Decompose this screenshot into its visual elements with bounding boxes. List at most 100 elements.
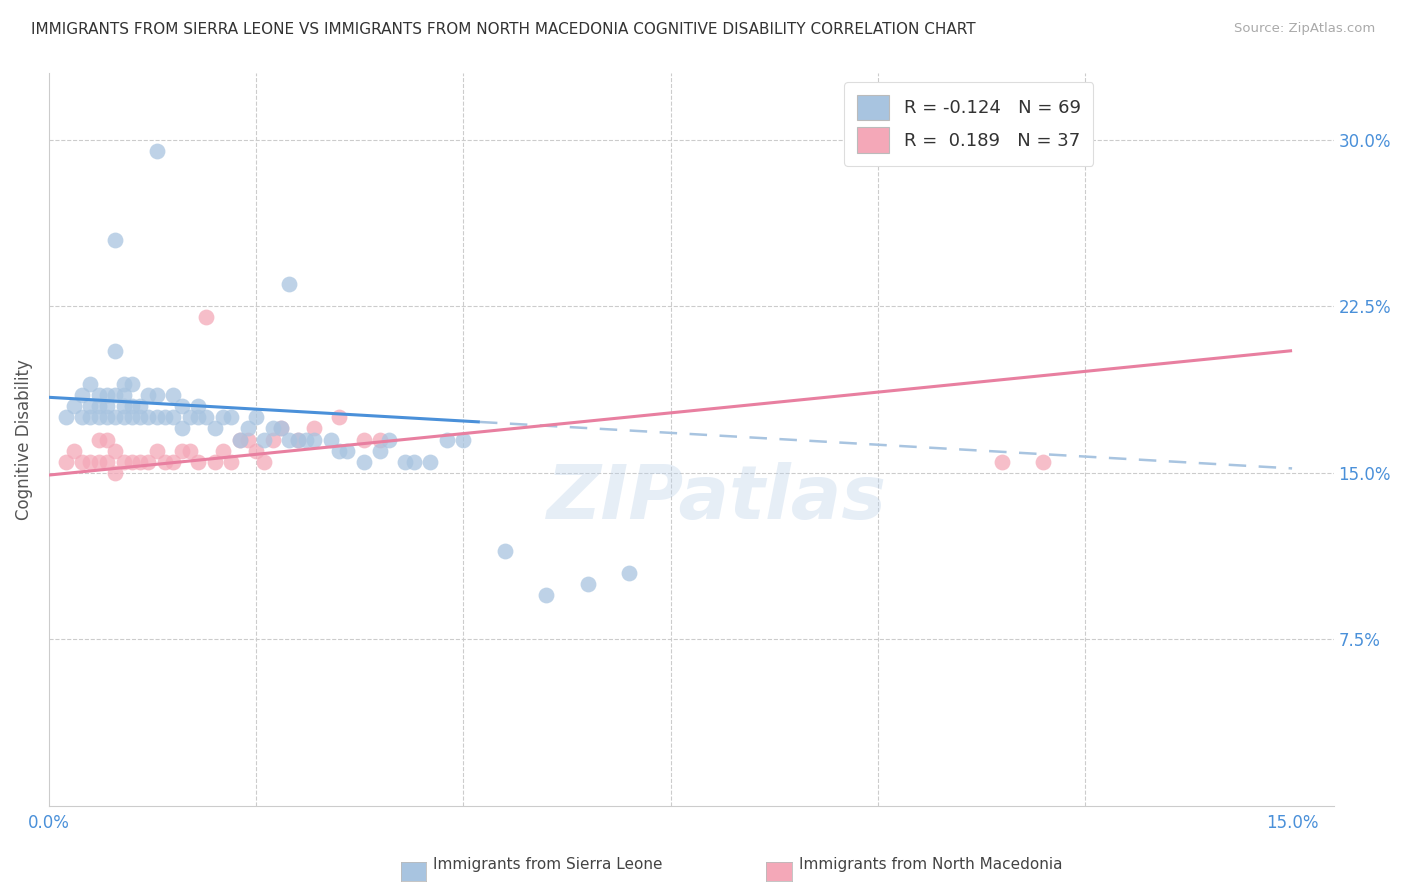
Point xyxy=(121,410,143,425)
Point xyxy=(170,399,193,413)
Y-axis label: Cognitive Disability: Cognitive Disability xyxy=(15,359,32,520)
Point xyxy=(55,455,77,469)
Point xyxy=(112,376,135,391)
Legend: R = -0.124   N = 69, R =  0.189   N = 37: R = -0.124 N = 69, R = 0.189 N = 37 xyxy=(844,82,1094,166)
Point xyxy=(228,433,250,447)
Point xyxy=(991,455,1014,469)
Point xyxy=(236,421,259,435)
Text: Immigrants from North Macedonia: Immigrants from North Macedonia xyxy=(799,857,1062,872)
Point xyxy=(112,399,135,413)
Point xyxy=(262,433,284,447)
Point xyxy=(145,443,167,458)
Point xyxy=(236,433,259,447)
Point xyxy=(129,399,152,413)
Point xyxy=(55,410,77,425)
Point xyxy=(187,399,209,413)
Point xyxy=(162,410,184,425)
Point xyxy=(295,433,318,447)
Point xyxy=(336,443,359,458)
Point xyxy=(617,566,640,580)
Point xyxy=(187,455,209,469)
Point xyxy=(87,433,110,447)
Point xyxy=(70,455,93,469)
Point xyxy=(302,421,325,435)
Point xyxy=(353,433,375,447)
Point xyxy=(96,433,118,447)
Point xyxy=(278,433,301,447)
Point xyxy=(70,410,93,425)
Text: Immigrants from Sierra Leone: Immigrants from Sierra Leone xyxy=(433,857,662,872)
Point xyxy=(112,410,135,425)
Point xyxy=(112,455,135,469)
Point xyxy=(96,399,118,413)
Point xyxy=(328,410,350,425)
Point xyxy=(245,410,267,425)
Point xyxy=(162,455,184,469)
Point xyxy=(204,455,226,469)
Point xyxy=(79,376,101,391)
Point xyxy=(204,421,226,435)
Point xyxy=(70,388,93,402)
Point xyxy=(79,455,101,469)
Point xyxy=(228,433,250,447)
Point xyxy=(87,388,110,402)
Point xyxy=(221,410,243,425)
Text: IMMIGRANTS FROM SIERRA LEONE VS IMMIGRANTS FROM NORTH MACEDONIA COGNITIVE DISABI: IMMIGRANTS FROM SIERRA LEONE VS IMMIGRAN… xyxy=(31,22,976,37)
Point xyxy=(402,455,425,469)
Point xyxy=(436,433,458,447)
Point xyxy=(153,410,176,425)
Point xyxy=(87,410,110,425)
Point xyxy=(145,144,167,158)
Point xyxy=(212,410,235,425)
Point xyxy=(370,443,392,458)
Point xyxy=(145,388,167,402)
Point xyxy=(104,410,127,425)
Point xyxy=(245,443,267,458)
Point xyxy=(96,455,118,469)
Text: ZIPatlas: ZIPatlas xyxy=(547,462,887,534)
Point xyxy=(138,455,160,469)
Point xyxy=(79,399,101,413)
Point xyxy=(253,455,276,469)
Point xyxy=(96,388,118,402)
Point xyxy=(253,433,276,447)
Point xyxy=(494,543,516,558)
Point xyxy=(170,443,193,458)
Point xyxy=(195,310,218,325)
Point xyxy=(212,443,235,458)
Point xyxy=(129,455,152,469)
Point xyxy=(353,455,375,469)
Point xyxy=(278,277,301,291)
Point xyxy=(394,455,416,469)
Point xyxy=(145,410,167,425)
Point xyxy=(162,388,184,402)
Point xyxy=(104,388,127,402)
Point xyxy=(287,433,309,447)
Point xyxy=(121,455,143,469)
Point xyxy=(1032,455,1054,469)
Point xyxy=(221,455,243,469)
Point xyxy=(104,443,127,458)
Point xyxy=(121,399,143,413)
Point xyxy=(534,588,557,602)
Point xyxy=(453,433,475,447)
Point xyxy=(87,399,110,413)
Point xyxy=(187,410,209,425)
Point xyxy=(63,443,86,458)
Point xyxy=(121,376,143,391)
Point xyxy=(170,421,193,435)
Point xyxy=(129,410,152,425)
Point xyxy=(138,388,160,402)
Point xyxy=(87,455,110,469)
Point xyxy=(377,433,399,447)
Point xyxy=(63,399,86,413)
Point xyxy=(302,433,325,447)
Text: Source: ZipAtlas.com: Source: ZipAtlas.com xyxy=(1234,22,1375,36)
Point xyxy=(138,410,160,425)
Point xyxy=(195,410,218,425)
Point xyxy=(179,443,201,458)
Point xyxy=(262,421,284,435)
Point xyxy=(79,410,101,425)
Point xyxy=(270,421,292,435)
Point xyxy=(370,433,392,447)
